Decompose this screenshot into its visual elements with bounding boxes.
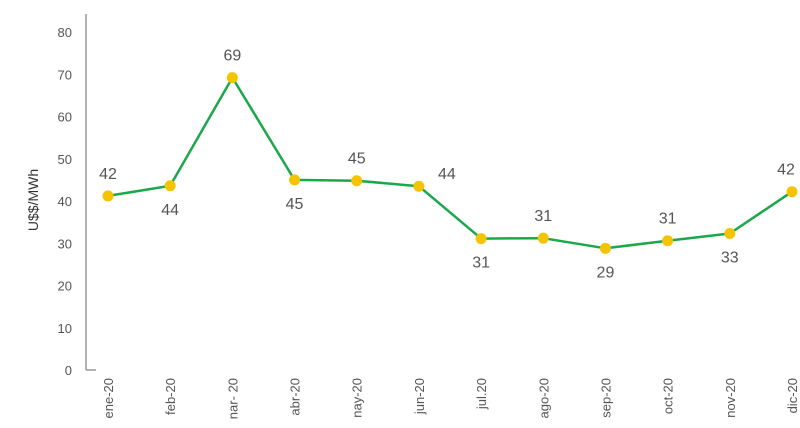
data-labels: 42 44 69 45 45 44 31 31 29 31 33 42 <box>99 48 795 282</box>
data-label: 33 <box>721 250 739 267</box>
data-label: 31 <box>534 208 552 225</box>
y-tick-label: 70 <box>58 67 72 82</box>
x-tick-label: oct-20 <box>661 378 676 414</box>
y-tick-label: 80 <box>58 25 72 40</box>
y-tick-label: 10 <box>58 321 72 336</box>
data-label: 29 <box>597 264 615 281</box>
y-axis <box>85 14 96 371</box>
x-tick-label: ago-20 <box>536 378 551 418</box>
x-tick-label: nay-20 <box>350 378 365 418</box>
x-tick-label: feb-20 <box>163 378 178 415</box>
x-tick-labels: ene-20 feb-20 nar- 20 abr-20 nay-20 jun-20 jul… <box>101 378 800 419</box>
data-point <box>164 180 176 192</box>
x-tick-label: jul.20 <box>474 378 489 410</box>
data-point <box>475 233 487 245</box>
data-label: 44 <box>438 166 456 183</box>
data-point <box>289 174 301 186</box>
data-point <box>786 186 798 198</box>
data-point <box>599 242 611 254</box>
data-label: 31 <box>472 255 490 272</box>
y-tick-label: 0 <box>65 363 72 378</box>
data-point <box>102 190 114 202</box>
series-line-group <box>107 76 793 250</box>
y-tick-label: 50 <box>58 152 72 167</box>
data-label: 42 <box>777 162 795 179</box>
data-label: 31 <box>659 211 677 228</box>
x-tick-label: abr-20 <box>288 378 303 416</box>
data-label: 45 <box>348 151 366 168</box>
y-tick-labels: 0 10 20 30 40 50 60 70 80 <box>58 25 72 378</box>
series-line <box>107 76 793 250</box>
y-tick-label: 30 <box>58 236 72 251</box>
x-tick-label: jun-20 <box>412 378 427 415</box>
data-point <box>413 180 425 192</box>
x-tick-label: dic-20 <box>785 378 800 413</box>
x-tick-label: nov-20 <box>723 378 738 418</box>
data-point <box>351 175 363 187</box>
data-label: 45 <box>286 196 304 213</box>
data-point <box>724 228 736 240</box>
y-tick-label: 20 <box>58 279 72 294</box>
x-tick-label: ene-20 <box>101 378 116 418</box>
data-point <box>226 72 238 84</box>
data-label: 69 <box>223 48 241 65</box>
y-tick-label: 40 <box>58 194 72 209</box>
data-label: 44 <box>161 202 179 219</box>
data-label: 42 <box>99 166 117 183</box>
data-markers <box>102 72 798 254</box>
data-point <box>537 232 549 244</box>
y-tick-label: 60 <box>58 110 72 125</box>
data-point <box>662 235 674 247</box>
x-tick-label: nar- 20 <box>225 378 240 419</box>
x-tick-label: sep-20 <box>598 378 613 418</box>
y-axis-title: U$$/MWh <box>25 169 41 231</box>
